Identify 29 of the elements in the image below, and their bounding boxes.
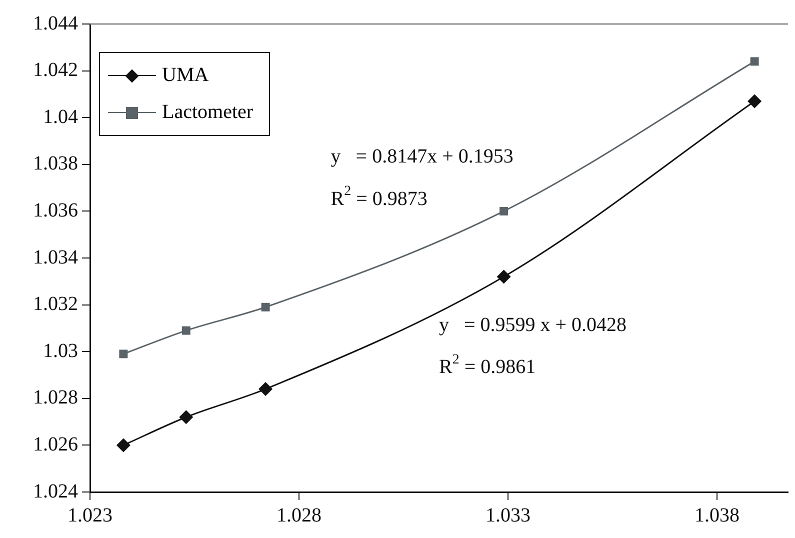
y-tick-label: 1.038	[33, 152, 78, 175]
x-tick-label: 1.028	[276, 504, 322, 526]
legend-label: Lactometer	[162, 101, 254, 124]
y-tick-label: 1.03	[43, 340, 78, 362]
y-tick-label: 1.042	[33, 59, 78, 82]
point	[179, 410, 194, 424]
point	[119, 350, 128, 358]
x-tick-label: 1.023	[68, 504, 112, 526]
point	[500, 206, 508, 216]
point	[182, 326, 190, 335]
point	[261, 302, 270, 312]
x-tick-label: 1.038	[694, 504, 740, 526]
annotation: y = 0.9599 x + 0.0428	[439, 314, 627, 336]
y-tick-label: 1.044	[33, 12, 78, 34]
y-tick-label: 1.028	[33, 386, 78, 409]
y-tick-label: 1.026	[33, 433, 78, 456]
point	[258, 382, 273, 396]
y-tick-label: 1.036	[33, 199, 78, 222]
point	[116, 438, 130, 452]
x-tick-label: 1.033	[485, 504, 530, 526]
y-tick-label: 1.024	[33, 480, 78, 502]
y-tick-label: 1.04	[43, 106, 78, 128]
point	[750, 57, 759, 66]
annotation: y = 0.8147x + 0.1953	[330, 146, 514, 168]
y-tick-label: 1.032	[33, 293, 78, 316]
point	[748, 94, 762, 108]
legend-label: UMA	[162, 64, 209, 87]
point	[496, 270, 511, 284]
y-tick-label: 1.034	[33, 246, 78, 268]
